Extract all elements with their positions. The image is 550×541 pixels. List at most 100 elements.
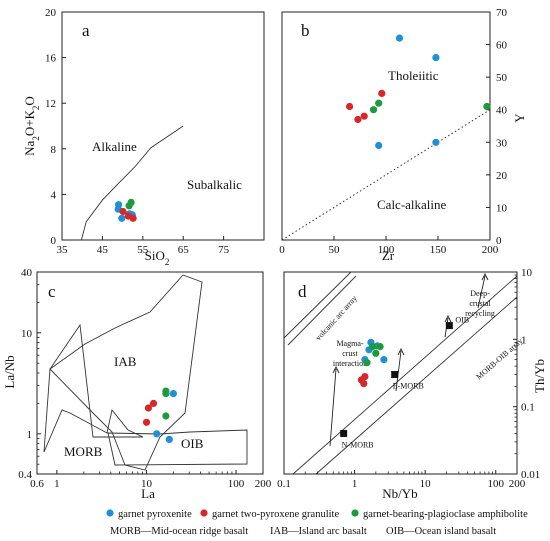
panel-b-point-pyroxenite-4: [432, 138, 440, 146]
panel-d-arrowhead-4: [481, 272, 489, 281]
panel-d-point-amphibolite-2: [369, 343, 377, 351]
panel-c-ytick-label-0: 0.4: [18, 469, 32, 481]
panel-d-ytick-label-0: 0.01: [521, 469, 540, 481]
panel-a-xtick-label-3: 65: [178, 244, 190, 256]
panel-b-ytick-label-1: 10: [496, 202, 508, 214]
panel-c-xlabel: La: [141, 486, 155, 501]
panel-b-ytick-label-3: 30: [496, 137, 508, 149]
panel-a-points: [114, 198, 137, 222]
legend-marker-granulite: [200, 509, 208, 517]
panel-d-xtick-label-1: 1: [352, 478, 358, 490]
panel-b-xlabel: Zr: [382, 248, 395, 263]
legend-label-granulite: garnet two-pyroxene granulite: [212, 509, 339, 520]
panel-a-region-alkaline: Alkaline: [92, 139, 137, 154]
panel-d-point-amphibolite-3: [372, 349, 380, 357]
panel-c-morb-field: [43, 323, 144, 453]
panel-b-ytick-label-7: 70: [496, 7, 508, 19]
panel-d-ref-marker-1: [391, 371, 399, 379]
panel-d-arrow-2: [395, 350, 402, 392]
panel-b-point-pyroxenite-3: [375, 141, 383, 150]
panel-c-label: c: [48, 282, 56, 301]
panel-d-arc-line-2: [287, 275, 357, 346]
panel-c-point-granulite-1: [142, 418, 151, 426]
panel-a-ytick-label-0: 0: [51, 235, 57, 247]
panel-d-array-line-lower: [315, 296, 518, 475]
panel-b-xtick-label-0: 0: [279, 244, 285, 256]
panel-c-point-pyroxenite-1: [169, 390, 177, 398]
panel-a-ytick-label-5: 20: [45, 7, 57, 19]
panel-d-xlabel: Nb/Yb: [382, 486, 417, 501]
panel-d-label: d: [298, 282, 307, 301]
panel-a-ticks: 35 45 55 65 75 0 4 8 12 16 20: [45, 7, 230, 256]
panel-b-point-granulite-2: [354, 115, 362, 124]
panel-b-points: [346, 34, 491, 150]
panel-b-point-amphibolite-2: [375, 99, 383, 107]
panel-a-xtick-label-4: 75: [218, 244, 230, 256]
panel-c-point-granulite-3: [149, 399, 158, 407]
panel-b-label: b: [301, 21, 310, 40]
panel-d-point-granulite-3: [361, 373, 369, 381]
panel-c-point-pyroxenite-3: [165, 435, 173, 443]
panel-d-xtick-label-3: 100: [488, 478, 505, 490]
panel-c-oib-field: [107, 429, 248, 466]
panel-c-ytick-label-1: 1: [27, 429, 33, 441]
panel-c-ytick-label-2: 10: [21, 328, 33, 340]
panel-d-ref-label-1: E-MORB: [393, 382, 424, 391]
panel-c-xtick-label-1: 1: [54, 478, 60, 490]
panel-d-arrows: [329, 272, 489, 447]
panel-d-arrowhead-1: [332, 365, 340, 374]
panel-d-ref-label-2: N-MORB: [342, 440, 374, 449]
panel-d-label-magma-3: interaction: [333, 359, 367, 368]
panel-b-ytick-label-6: 60: [496, 40, 508, 52]
panel-d-ytick-label-1: 0.1: [521, 402, 535, 414]
panel-d-frame: [283, 271, 518, 475]
panel-d-label-magma-2: crust: [342, 349, 358, 358]
panel-a-xtick-label-1: 45: [97, 244, 109, 256]
panel-c-ytick-label-3: 40: [21, 267, 33, 279]
panel-d-label-magma-1: Magma-: [336, 339, 363, 348]
panel-c-xtick-label-3: 100: [228, 478, 245, 490]
panel-a: a Alkaline Subalkalic SiO2 Na2O+K2O 35 45…: [22, 7, 265, 267]
panel-a-point-granulite-3: [129, 214, 137, 222]
panel-d-point-granulite-2: [360, 380, 368, 388]
panel-c-ylabel: La/Nb: [2, 355, 17, 388]
panel-a-frame: [61, 11, 265, 241]
panel-c: c IAB MORB OIB La La/Nb 0.6 1 10 100 200 0.4 1…: [2, 267, 272, 501]
legend-label-pyroxenite: garnet pyroxenite: [118, 509, 192, 520]
panel-d-reference-points: OIB E-MORB N-MORB: [340, 316, 469, 449]
panel-b-point-granulite-4: [378, 89, 386, 97]
panel-b-xtick-label-1: 50: [329, 244, 341, 256]
panel-d-label-deep-3: recycling: [465, 309, 495, 318]
panel-c-xtick-label-2: 10: [141, 478, 153, 490]
panel-b-boundary-line: [281, 109, 491, 241]
legend-marker-pyroxenite: [106, 509, 114, 517]
legend-marker-amphibolite: [351, 509, 359, 517]
panel-d-label-arc-array: volcanic arc array: [314, 294, 359, 343]
panel-b-region-tholeiitic: Tholeiitic: [388, 68, 439, 83]
panel-b-region-calc-alkaline: Calc-alkaline: [377, 197, 447, 212]
panel-b-point-pyroxenite-1: [395, 34, 404, 42]
panel-b-xtick-label-4: 200: [482, 244, 499, 256]
panel-d-xtick-label-2: 10: [420, 478, 432, 490]
panel-c-region-morb: MORB: [64, 444, 103, 459]
panel-a-xtick-label-2: 55: [137, 244, 149, 256]
panel-b-ytick-label-0: 0: [496, 235, 502, 247]
panel-b-boundary: [281, 109, 491, 241]
panel-c-points: [142, 387, 177, 443]
panel-d-xtick-label-4: 200: [509, 478, 526, 490]
panel-c-point-granulite-2: [144, 404, 152, 412]
panel-c-xtick-label-4: 200: [255, 478, 272, 490]
panel-a-point-pyroxenite-3: [118, 214, 126, 222]
panel-d-arc-line-1: [283, 271, 352, 339]
panel-d-ytick-label-3: 10: [521, 267, 533, 279]
panel-b-point-granulite-3: [360, 112, 368, 120]
panel-a-ytick-label-3: 12: [45, 98, 56, 110]
panel-b-ytick-label-2: 20: [496, 170, 508, 182]
panel-c-point-pyroxenite-2: [153, 430, 161, 438]
panel-d-point-amphibolite-1: [363, 359, 371, 367]
legend-label-amphibolite: garnet-bearing-plagioclase amphibolite: [363, 509, 528, 520]
panel-b: b Tholeiitic Calc-alkaline Zr Y 0 50 100 15…: [279, 7, 527, 263]
